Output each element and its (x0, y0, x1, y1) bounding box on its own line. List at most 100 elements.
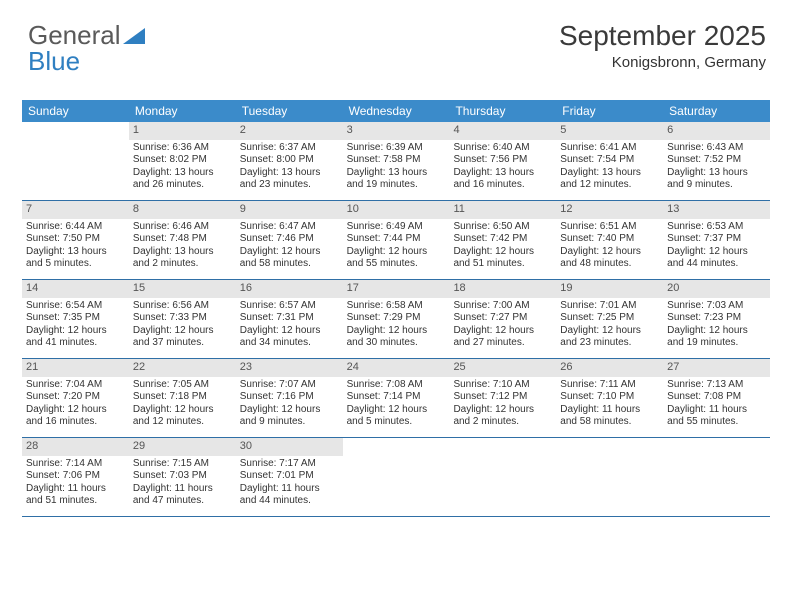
daylight-text: and 58 minutes. (560, 416, 659, 429)
daylight-text: Daylight: 12 hours (560, 325, 659, 338)
daylight-text: and 19 minutes. (347, 179, 446, 192)
daylight-text: and 16 minutes. (453, 179, 552, 192)
day-number: 5 (556, 122, 663, 140)
daylight-text: Daylight: 12 hours (453, 325, 552, 338)
daylight-text: and 2 minutes. (453, 416, 552, 429)
day-number: 11 (449, 201, 556, 219)
brand-text-2: Blue (28, 46, 80, 76)
sunrise-text: Sunrise: 7:11 AM (560, 379, 659, 392)
sunrise-text: Sunrise: 6:47 AM (240, 221, 339, 234)
daylight-text: Daylight: 12 hours (560, 246, 659, 259)
sunset-text: Sunset: 7:52 PM (667, 154, 766, 167)
weekday-header: Tuesday (236, 100, 343, 122)
day-number: 15 (129, 280, 236, 298)
sunrise-text: Sunrise: 6:41 AM (560, 142, 659, 155)
daylight-text: Daylight: 12 hours (240, 404, 339, 417)
daylight-text: and 48 minutes. (560, 258, 659, 271)
sunset-text: Sunset: 7:33 PM (133, 312, 232, 325)
sunset-text: Sunset: 7:29 PM (347, 312, 446, 325)
day-cell: 1Sunrise: 6:36 AMSunset: 8:02 PMDaylight… (129, 122, 236, 200)
day-cell: 29Sunrise: 7:15 AMSunset: 7:03 PMDayligh… (129, 438, 236, 516)
sunrise-text: Sunrise: 7:15 AM (133, 458, 232, 471)
sunset-text: Sunset: 8:02 PM (133, 154, 232, 167)
day-number: 22 (129, 359, 236, 377)
daylight-text: and 19 minutes. (667, 337, 766, 350)
sunset-text: Sunset: 7:27 PM (453, 312, 552, 325)
day-cell: 21Sunrise: 7:04 AMSunset: 7:20 PMDayligh… (22, 359, 129, 437)
day-number: 10 (343, 201, 450, 219)
sunset-text: Sunset: 7:37 PM (667, 233, 766, 246)
page-title: September 2025 (559, 20, 766, 52)
daylight-text: and 23 minutes. (560, 337, 659, 350)
day-cell: 3Sunrise: 6:39 AMSunset: 7:58 PMDaylight… (343, 122, 450, 200)
day-cell: 27Sunrise: 7:13 AMSunset: 7:08 PMDayligh… (663, 359, 770, 437)
daylight-text: Daylight: 12 hours (240, 325, 339, 338)
week-row: 1Sunrise: 6:36 AMSunset: 8:02 PMDaylight… (22, 122, 770, 201)
day-number: 2 (236, 122, 343, 140)
sunrise-text: Sunrise: 6:57 AM (240, 300, 339, 313)
sunset-text: Sunset: 7:23 PM (667, 312, 766, 325)
day-cell-empty (22, 122, 129, 200)
sunset-text: Sunset: 8:00 PM (240, 154, 339, 167)
daylight-text: Daylight: 13 hours (26, 246, 125, 259)
day-cell: 8Sunrise: 6:46 AMSunset: 7:48 PMDaylight… (129, 201, 236, 279)
sunrise-text: Sunrise: 7:00 AM (453, 300, 552, 313)
sunset-text: Sunset: 7:20 PM (26, 391, 125, 404)
daylight-text: and 16 minutes. (26, 416, 125, 429)
week-row: 7Sunrise: 6:44 AMSunset: 7:50 PMDaylight… (22, 201, 770, 280)
sunrise-text: Sunrise: 6:40 AM (453, 142, 552, 155)
daylight-text: and 2 minutes. (133, 258, 232, 271)
daylight-text: and 58 minutes. (240, 258, 339, 271)
day-number: 14 (22, 280, 129, 298)
day-cell-empty (343, 438, 450, 516)
sunset-text: Sunset: 7:01 PM (240, 470, 339, 483)
daylight-text: Daylight: 12 hours (240, 246, 339, 259)
daylight-text: Daylight: 13 hours (667, 167, 766, 180)
sunrise-text: Sunrise: 6:50 AM (453, 221, 552, 234)
day-number: 7 (22, 201, 129, 219)
day-cell: 18Sunrise: 7:00 AMSunset: 7:27 PMDayligh… (449, 280, 556, 358)
daylight-text: Daylight: 11 hours (133, 483, 232, 496)
daylight-text: Daylight: 13 hours (133, 246, 232, 259)
daylight-text: and 47 minutes. (133, 495, 232, 508)
day-cell: 16Sunrise: 6:57 AMSunset: 7:31 PMDayligh… (236, 280, 343, 358)
day-cell: 12Sunrise: 6:51 AMSunset: 7:40 PMDayligh… (556, 201, 663, 279)
sunrise-text: Sunrise: 6:39 AM (347, 142, 446, 155)
day-cell-empty (449, 438, 556, 516)
sunset-text: Sunset: 7:56 PM (453, 154, 552, 167)
daylight-text: Daylight: 12 hours (453, 404, 552, 417)
sunset-text: Sunset: 7:31 PM (240, 312, 339, 325)
day-number: 9 (236, 201, 343, 219)
day-cell: 6 Sunrise: 6:43 AMSunset: 7:52 PMDaylight… (663, 122, 770, 200)
location-subtitle: Konigsbronn, Germany (559, 54, 766, 71)
day-number: 19 (556, 280, 663, 298)
daylight-text: Daylight: 12 hours (347, 404, 446, 417)
sunrise-text: Sunrise: 6:51 AM (560, 221, 659, 234)
daylight-text: and 26 minutes. (133, 179, 232, 192)
sunset-text: Sunset: 7:14 PM (347, 391, 446, 404)
day-cell: 9Sunrise: 6:47 AMSunset: 7:46 PMDaylight… (236, 201, 343, 279)
week-row: 28Sunrise: 7:14 AMSunset: 7:06 PMDayligh… (22, 438, 770, 517)
sunset-text: Sunset: 7:50 PM (26, 233, 125, 246)
sunset-text: Sunset: 7:42 PM (453, 233, 552, 246)
weeks-container: 1Sunrise: 6:36 AMSunset: 8:02 PMDaylight… (22, 122, 770, 517)
daylight-text: and 55 minutes. (667, 416, 766, 429)
sunset-text: Sunset: 7:08 PM (667, 391, 766, 404)
sunset-text: Sunset: 7:25 PM (560, 312, 659, 325)
day-number: 6 (663, 122, 770, 140)
sunset-text: Sunset: 7:58 PM (347, 154, 446, 167)
day-cell: 14Sunrise: 6:54 AMSunset: 7:35 PMDayligh… (22, 280, 129, 358)
weekday-header: Saturday (663, 100, 770, 122)
sunrise-text: Sunrise: 7:10 AM (453, 379, 552, 392)
day-cell: 26Sunrise: 7:11 AMSunset: 7:10 PMDayligh… (556, 359, 663, 437)
sunrise-text: Sunrise: 6:53 AM (667, 221, 766, 234)
daylight-text: and 5 minutes. (26, 258, 125, 271)
daylight-text: and 9 minutes. (240, 416, 339, 429)
day-number: 3 (343, 122, 450, 140)
day-cell: 24Sunrise: 7:08 AMSunset: 7:14 PMDayligh… (343, 359, 450, 437)
sunrise-text: Sunrise: 7:17 AM (240, 458, 339, 471)
weekday-header: Friday (556, 100, 663, 122)
sunrise-text: Sunrise: 6:54 AM (26, 300, 125, 313)
daylight-text: Daylight: 13 hours (560, 167, 659, 180)
sunrise-text: Sunrise: 6:43 AM (667, 142, 766, 155)
